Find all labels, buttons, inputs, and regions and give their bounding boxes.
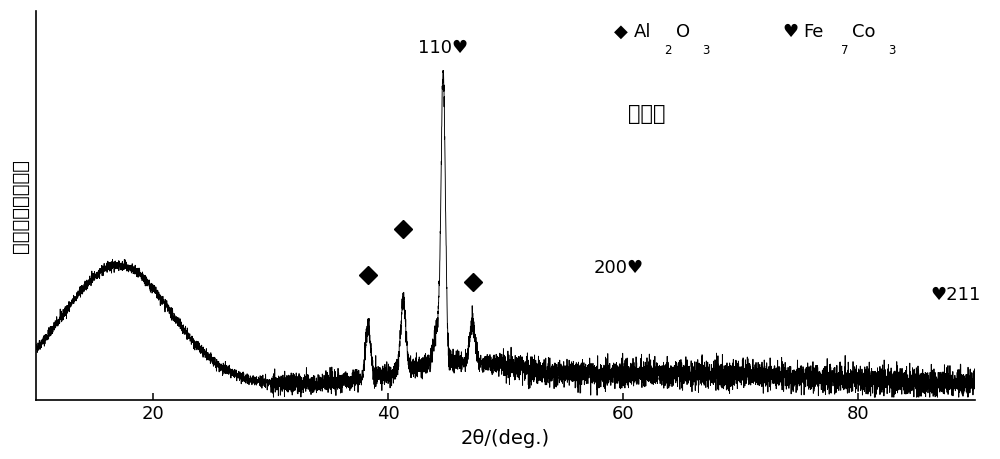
Y-axis label: 强度（任意单位）: 强度（任意单位） [11,159,30,253]
X-axis label: 2θ/(deg.): 2θ/(deg.) [461,429,550,448]
Text: 110♥: 110♥ [418,39,468,57]
Text: 7: 7 [841,44,848,57]
Text: ♥: ♥ [783,23,799,41]
Text: ♥211: ♥211 [931,286,981,304]
Text: 2: 2 [664,44,672,57]
Text: Fe: Fe [803,23,824,41]
Text: O: O [676,23,690,41]
Text: 3: 3 [702,44,709,57]
Text: Al: Al [634,23,652,41]
Text: 3: 3 [888,44,895,57]
Text: Co: Co [852,23,876,41]
Text: ◆: ◆ [614,23,627,41]
Text: 200♥: 200♥ [594,259,644,278]
Text: 沉积态: 沉积态 [628,104,665,124]
